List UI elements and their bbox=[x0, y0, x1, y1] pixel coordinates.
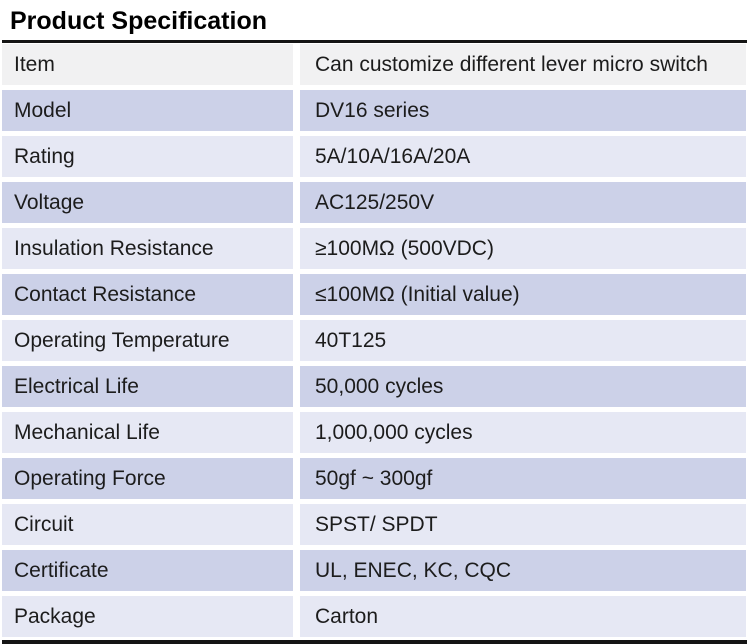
spec-label: Rating bbox=[2, 136, 293, 177]
table-row: Circuit SPST/ SPDT bbox=[2, 504, 746, 545]
table-row: Certificate UL, ENEC, KC, CQC bbox=[2, 550, 746, 591]
title-divider bbox=[2, 40, 747, 43]
table-row: Contact Resistance ≤100MΩ (Initial value) bbox=[2, 274, 746, 315]
spec-label: Item bbox=[2, 44, 293, 85]
spec-value: DV16 series bbox=[300, 90, 746, 131]
spec-value: ≤100MΩ (Initial value) bbox=[300, 274, 746, 315]
table-bottom-border bbox=[2, 640, 747, 644]
spec-label: Electrical Life bbox=[2, 366, 293, 407]
spec-value: SPST/ SPDT bbox=[300, 504, 746, 545]
spec-label: Voltage bbox=[2, 182, 293, 223]
spec-value: 40T125 bbox=[300, 320, 746, 361]
table-row: Electrical Life 50,000 cycles bbox=[2, 366, 746, 407]
table-row: Operating Force 50gf ~ 300gf bbox=[2, 458, 746, 499]
spec-value: 5A/10A/16A/20A bbox=[300, 136, 746, 177]
table-row: Model DV16 series bbox=[2, 90, 746, 131]
table-row: Insulation Resistance ≥100MΩ (500VDC) bbox=[2, 228, 746, 269]
spec-label: Operating Force bbox=[2, 458, 293, 499]
table-row: Voltage AC125/250V bbox=[2, 182, 746, 223]
spec-value: 50,000 cycles bbox=[300, 366, 746, 407]
spec-value: 1,000,000 cycles bbox=[300, 412, 746, 453]
spec-label: Operating Temperature bbox=[2, 320, 293, 361]
spec-value: ≥100MΩ (500VDC) bbox=[300, 228, 746, 269]
spec-label: Model bbox=[2, 90, 293, 131]
spec-label: Mechanical Life bbox=[2, 412, 293, 453]
spec-label: Package bbox=[2, 596, 293, 637]
table-row: Item Can customize different lever micro … bbox=[2, 44, 746, 85]
table-row: Operating Temperature 40T125 bbox=[2, 320, 746, 361]
spec-label: Contact Resistance bbox=[2, 274, 293, 315]
spec-value: Carton bbox=[300, 596, 746, 637]
spec-value: 50gf ~ 300gf bbox=[300, 458, 746, 499]
table-row: Mechanical Life 1,000,000 cycles bbox=[2, 412, 746, 453]
spec-table: Item Can customize different lever micro … bbox=[2, 44, 746, 637]
table-row: Package Carton bbox=[2, 596, 746, 637]
spec-label: Insulation Resistance bbox=[2, 228, 293, 269]
page-title: Product Specification bbox=[10, 7, 267, 35]
spec-label: Certificate bbox=[2, 550, 293, 591]
spec-value: Can customize different lever micro swit… bbox=[300, 44, 746, 85]
spec-value: AC125/250V bbox=[300, 182, 746, 223]
spec-value: UL, ENEC, KC, CQC bbox=[300, 550, 746, 591]
table-row: Rating 5A/10A/16A/20A bbox=[2, 136, 746, 177]
spec-label: Circuit bbox=[2, 504, 293, 545]
